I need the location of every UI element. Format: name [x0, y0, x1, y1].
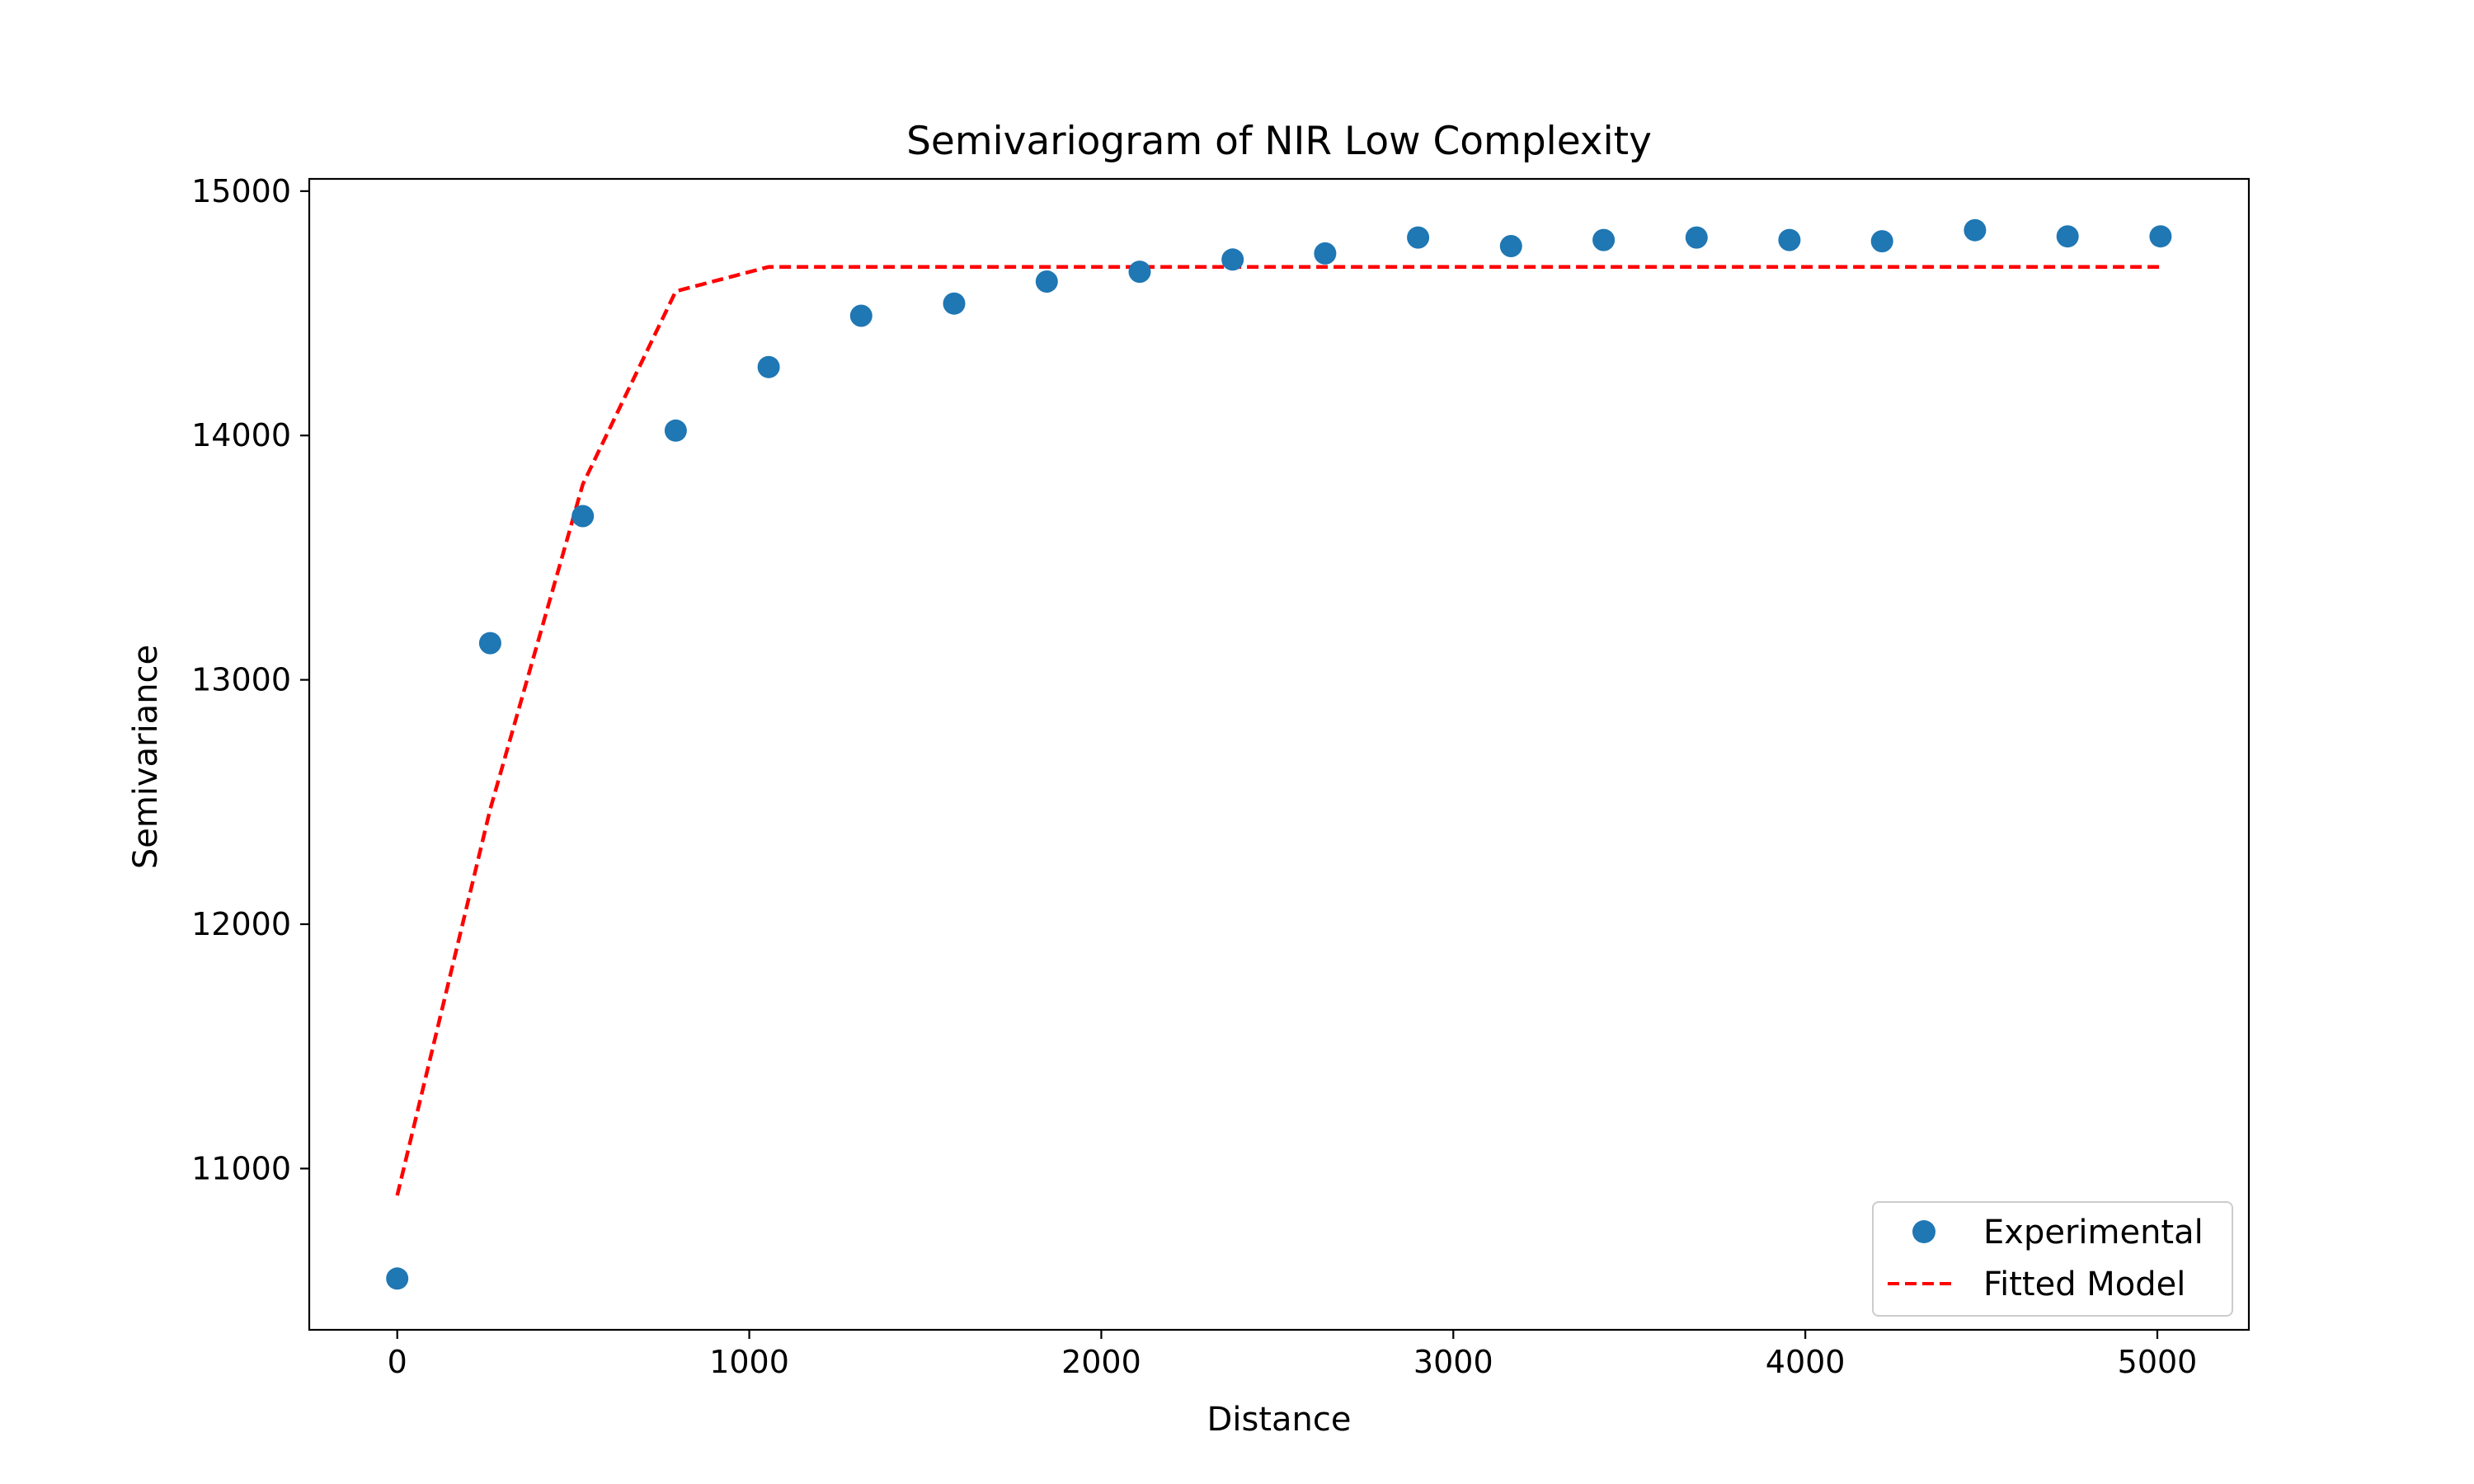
experimental-point	[1685, 226, 1708, 249]
y-tick-label: 14000	[191, 417, 291, 453]
x-tick-label: 0	[388, 1344, 407, 1380]
legend-label-experimental: Experimental	[1983, 1214, 2204, 1252]
y-tick-label: 13000	[191, 662, 291, 698]
chart-title: Semivariogram of NIR Low Complexity	[906, 119, 1652, 164]
legend-marker-experimental	[1912, 1220, 1935, 1243]
x-tick-label: 2000	[1061, 1344, 1141, 1380]
experimental-point	[2149, 225, 2172, 248]
y-axis-label: Semivariance	[127, 645, 165, 869]
x-tick-label: 3000	[1413, 1344, 1493, 1380]
experimental-point	[1778, 228, 1801, 251]
experimental-point	[664, 419, 687, 442]
x-axis-label: Distance	[1207, 1401, 1352, 1439]
experimental-point	[1407, 226, 1430, 249]
experimental-point	[2056, 225, 2079, 248]
y-tick-label: 15000	[191, 173, 291, 209]
experimental-point	[571, 505, 595, 528]
legend: Experimental Fitted Model	[1872, 1201, 2233, 1317]
experimental-point	[757, 355, 780, 378]
experimental-point	[1964, 218, 1987, 242]
y-axis: 11000 12000 13000 14000 15000	[191, 173, 309, 1186]
legend-label-fitted-model: Fitted Model	[1983, 1266, 2185, 1303]
experimental-point	[478, 632, 501, 655]
experimental-point	[1870, 230, 1893, 253]
experimental-point	[1128, 261, 1151, 284]
experimental-point	[943, 292, 966, 315]
experimental-point	[386, 1267, 409, 1290]
plot-area	[308, 177, 2251, 1331]
y-tick-label: 12000	[191, 906, 291, 942]
experimental-point	[849, 304, 872, 327]
experimental-point	[1499, 235, 1522, 257]
experimental-points-layer	[386, 218, 2172, 1290]
experimental-point	[1592, 228, 1616, 251]
x-tick-label: 1000	[709, 1344, 789, 1380]
experimental-point	[1035, 270, 1058, 293]
x-axis: 0 1000 2000 3000 4000 5000	[388, 1330, 2198, 1380]
x-tick-label: 4000	[1766, 1344, 1846, 1380]
experimental-point	[1221, 248, 1244, 271]
experimental-point	[1314, 242, 1337, 265]
y-tick-label: 11000	[191, 1150, 291, 1186]
legend-box	[1872, 1201, 2233, 1317]
x-tick-label: 5000	[2118, 1344, 2198, 1380]
plot-frame	[308, 177, 2251, 1331]
